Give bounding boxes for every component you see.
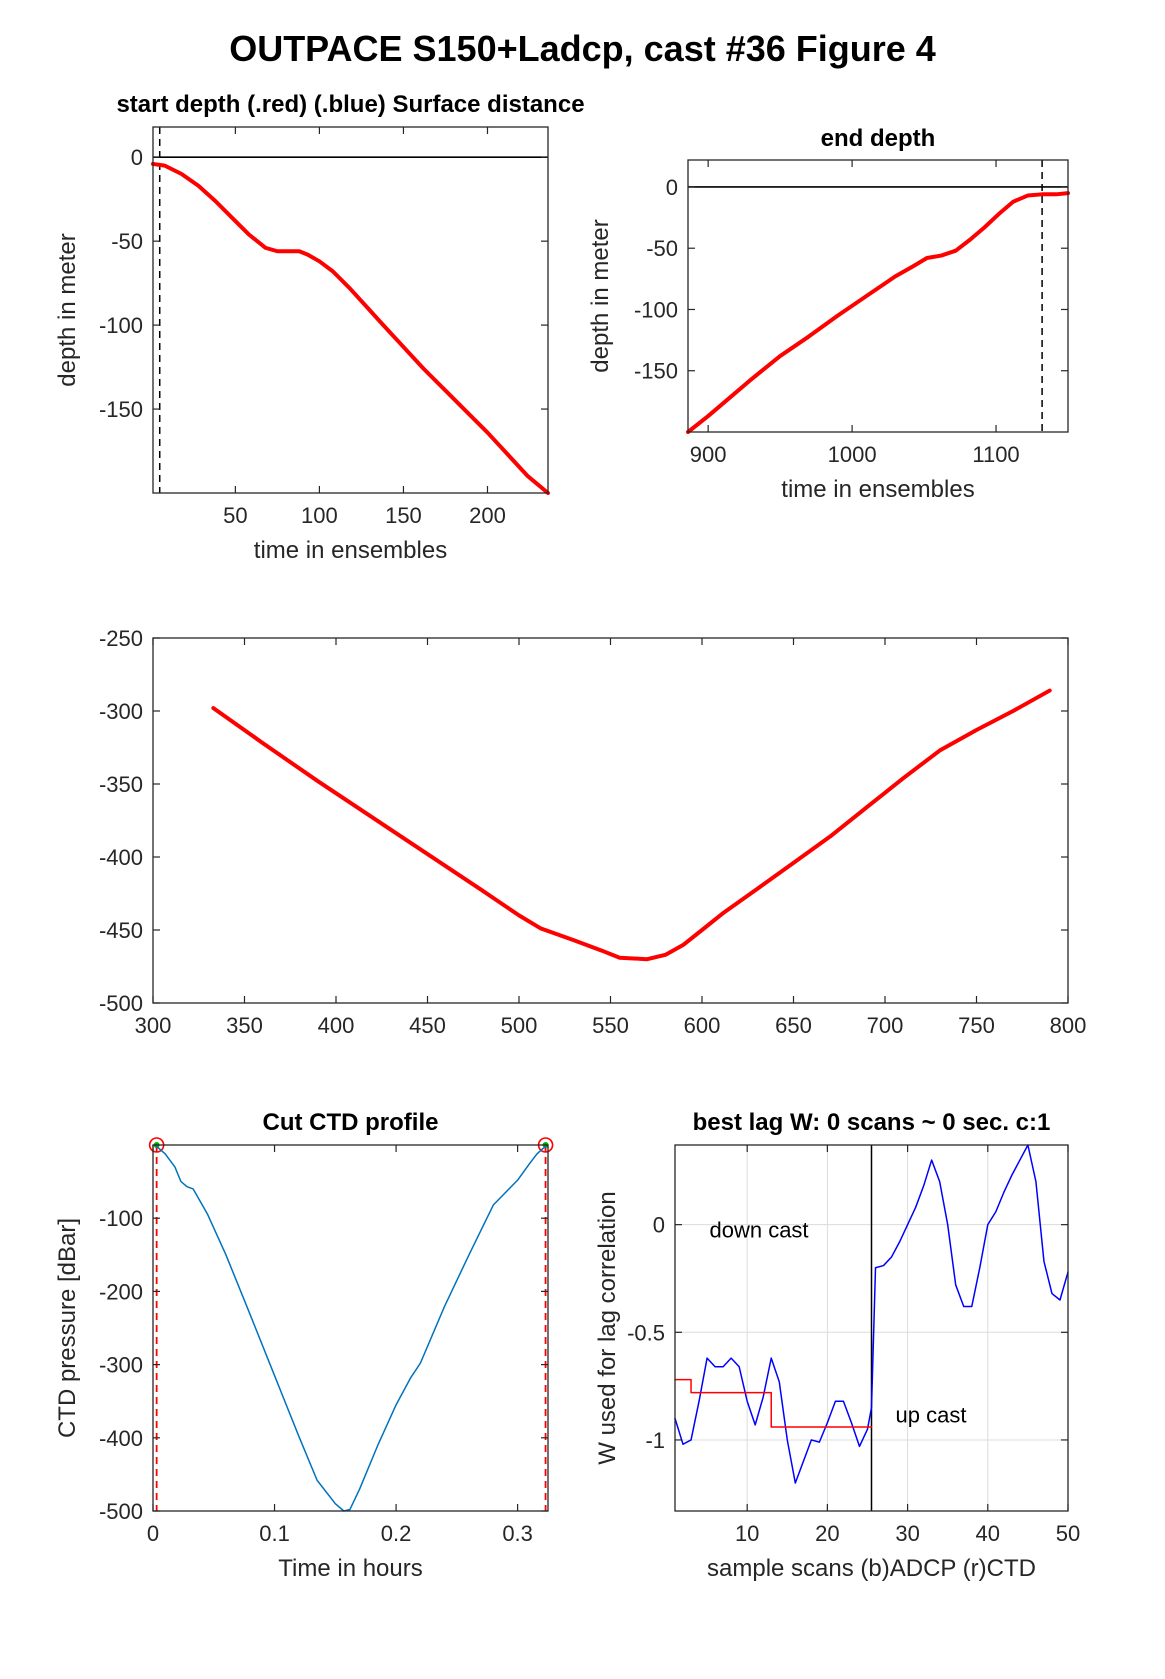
x-tick-label: 30 [895, 1521, 919, 1546]
x-tick-label: 50 [1056, 1521, 1080, 1546]
x-tick-label: 0.1 [259, 1521, 290, 1546]
y-axis-label: depth in meter [54, 233, 81, 386]
axes-box [152, 637, 1069, 1004]
y-tick-label: -400 [99, 1426, 143, 1451]
x-tick-label: 650 [775, 1013, 812, 1038]
series-line-1 [211, 688, 1052, 962]
y-tick-label: -450 [99, 918, 143, 943]
plot-best-lag: 10 20 30 40 50 0 -0.5 -1 best lag W: 0 scans ~ 0… [594, 1109, 1080, 1582]
x-tick-label: 40 [976, 1521, 1000, 1546]
annotation-down-cast: down cast [709, 1218, 808, 1243]
y-tick-label: 0 [666, 175, 678, 200]
x-tick-label: 1100 [972, 442, 1019, 467]
x-tick-label: 500 [501, 1013, 538, 1038]
y-tick-label: 0 [131, 145, 143, 170]
x-axis-label: time in ensembles [781, 476, 974, 503]
x-tick-label: 900 [690, 442, 727, 467]
x-axis-label: sample scans (b)ADCP (r)CTD [707, 1555, 1036, 1582]
y-tick-label: -150 [634, 359, 678, 384]
y-tick-label: -100 [634, 297, 678, 322]
y-axis-label: CTD pressure [dBar] [54, 1218, 81, 1438]
x-tick-label: 300 [135, 1013, 172, 1038]
x-tick-label: 600 [684, 1013, 721, 1038]
y-tick-label: -50 [646, 236, 678, 261]
x-tick-label: 450 [409, 1013, 446, 1038]
x-axis-label: time in ensembles [254, 537, 447, 564]
y-tick-label: -100 [99, 1206, 143, 1231]
axes-box [674, 1144, 1069, 1512]
x-tick-label: 50 [223, 503, 247, 528]
x-tick-label: 150 [385, 503, 422, 528]
x-tick-label: 800 [1050, 1013, 1087, 1038]
x-tick-label: 200 [469, 503, 506, 528]
y-tick-label: -300 [99, 1353, 143, 1378]
axes-box [687, 159, 1069, 433]
y-tick-label: -250 [99, 626, 143, 651]
plot-title: end depth [821, 125, 936, 152]
y-axis-label: W used for lag correlation [594, 1191, 621, 1464]
y-tick-label: 0 [653, 1213, 665, 1238]
x-tick-label: 700 [867, 1013, 904, 1038]
plot-mid-depth: 300 350 400 450 500 550 600 650 700 750 800 -250 -30… [99, 626, 1086, 1038]
x-tick-label: 100 [301, 503, 338, 528]
x-tick-label: 0.3 [502, 1521, 533, 1546]
y-tick-label: -350 [99, 772, 143, 797]
x-tick-label: 1000 [828, 442, 877, 467]
plot-start-depth: 50 100 150 200 0 -50 -100 -150 start depth (.red… [54, 91, 585, 564]
x-tick-label: 20 [815, 1521, 839, 1546]
x-tick-label: 750 [958, 1013, 995, 1038]
x-tick-label: 0 [147, 1521, 159, 1546]
y-tick-label: -100 [99, 313, 143, 338]
plot-cut-ctd-profile: 0 0.1 0.2 0.3 -100 -200 -300 -400 -500 Cut CTD pr… [54, 1109, 554, 1582]
x-tick-label: 550 [592, 1013, 629, 1038]
figure-title: OUTPACE S150+Ladcp, cast #36 Figure 4 [229, 28, 936, 69]
y-tick-label: -1 [645, 1428, 665, 1453]
y-tick-label: -0.5 [627, 1320, 665, 1345]
y-tick-label: -500 [99, 1499, 143, 1524]
y-tick-label: -200 [99, 1279, 143, 1304]
y-tick-label: -500 [99, 991, 143, 1016]
x-tick-label: 400 [318, 1013, 355, 1038]
series-line-1 [674, 1144, 1069, 1484]
series-line-2 [674, 1378, 873, 1428]
axes-box [152, 1144, 549, 1512]
plot-end-depth: 900 1000 1100 0 -50 -100 -150 end depth time in … [587, 125, 1070, 503]
series-line-1 [151, 161, 550, 495]
annotation-up-cast: up cast [896, 1403, 967, 1428]
x-tick-label: 350 [226, 1013, 263, 1038]
y-tick-label: -150 [99, 397, 143, 422]
x-tick-label: 0.2 [381, 1521, 412, 1546]
y-axis-label: depth in meter [587, 219, 614, 372]
plot-title: best lag W: 0 scans ~ 0 sec. c:1 [693, 1109, 1051, 1136]
plot-title: Cut CTD profile [263, 1109, 439, 1136]
series-line-1 [686, 191, 1070, 434]
axes-box [152, 126, 549, 494]
plot-title: start depth (.red) (.blue) Surface dista… [116, 91, 584, 118]
x-axis-label: Time in hours [278, 1555, 423, 1582]
series-line-1 [155, 1145, 547, 1512]
y-tick-label: -300 [99, 699, 143, 724]
y-tick-label: -50 [111, 229, 143, 254]
y-tick-label: -400 [99, 845, 143, 870]
x-tick-label: 10 [735, 1521, 759, 1546]
